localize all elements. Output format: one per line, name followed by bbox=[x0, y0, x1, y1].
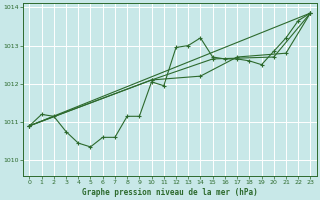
X-axis label: Graphe pression niveau de la mer (hPa): Graphe pression niveau de la mer (hPa) bbox=[82, 188, 258, 197]
